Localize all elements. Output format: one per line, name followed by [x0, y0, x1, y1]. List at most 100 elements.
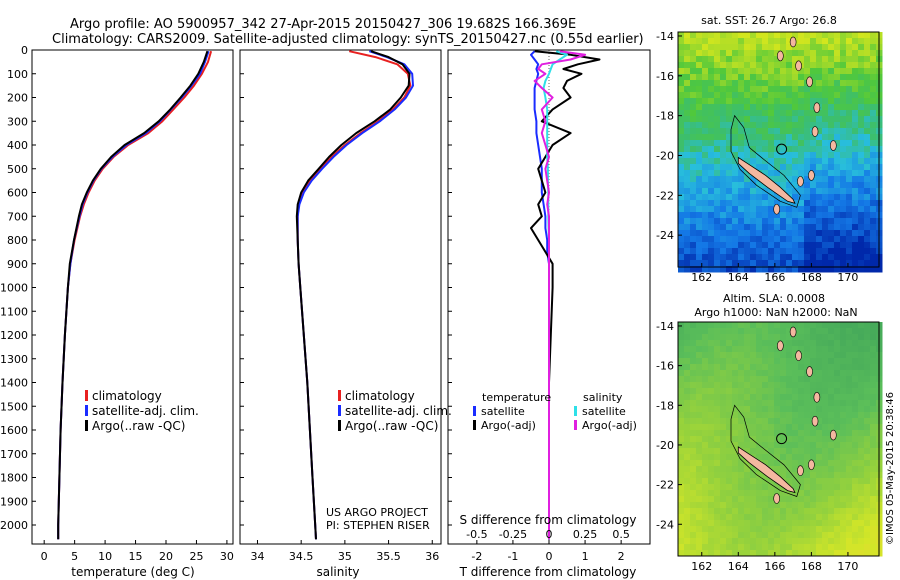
map-cell [732, 128, 739, 135]
map-cell [738, 146, 745, 153]
map-cell [738, 418, 745, 425]
map-cell [858, 146, 865, 153]
map-cell [726, 104, 733, 111]
map-cell [786, 266, 793, 273]
map-cell [858, 340, 865, 347]
map-cell [828, 550, 835, 557]
map-cell [678, 266, 685, 273]
map-cell [720, 508, 727, 515]
map-cell [792, 80, 799, 87]
map-cell [738, 496, 745, 503]
map-cell [846, 334, 853, 341]
map-cell [678, 340, 685, 347]
map-cell [786, 442, 793, 449]
map-cell [798, 514, 805, 521]
map-cell [864, 110, 871, 117]
map-cell [678, 538, 685, 545]
map-cell [804, 74, 811, 81]
map-cell [708, 56, 715, 63]
map-cell [678, 176, 685, 183]
map-cell [696, 194, 703, 201]
map-cell [840, 86, 847, 93]
map-cell [798, 370, 805, 377]
map-cell [810, 550, 817, 557]
map-cell [738, 364, 745, 371]
map-cell [828, 490, 835, 497]
map-cell [864, 532, 871, 539]
map-cell [684, 472, 691, 479]
map-cell [738, 32, 745, 39]
map-cell [786, 218, 793, 225]
map-cell [798, 322, 805, 329]
map-cell [768, 322, 775, 329]
map-cell [816, 32, 823, 39]
map-cell [708, 116, 715, 123]
map-cell [870, 266, 877, 273]
map-cell [750, 44, 757, 51]
map-cell [744, 110, 751, 117]
map-cell [696, 376, 703, 383]
map-cell [864, 44, 871, 51]
map-cell [744, 62, 751, 69]
map-cell [792, 424, 799, 431]
map-cell [816, 550, 823, 557]
map-cell [750, 98, 757, 105]
map-cell [858, 376, 865, 383]
map-cell [774, 68, 781, 75]
map-cell [774, 56, 781, 63]
map-cell [720, 448, 727, 455]
map-x-tick-label: 166 [764, 271, 785, 284]
map-cell [768, 370, 775, 377]
map-cell [690, 478, 697, 485]
map-cell [858, 478, 865, 485]
map-cell [678, 346, 685, 353]
map-cell [702, 532, 709, 539]
map-cell [756, 448, 763, 455]
map-cell [858, 460, 865, 467]
map-cell [864, 200, 871, 207]
map-cell [684, 182, 691, 189]
map-cell [786, 478, 793, 485]
map-cell [696, 158, 703, 165]
map-cell [768, 62, 775, 69]
map-cell [762, 98, 769, 105]
map-cell [852, 38, 859, 45]
map-x-tick-label: 170 [837, 271, 858, 284]
map-cell [786, 406, 793, 413]
map-cell [870, 514, 877, 521]
map-cell [732, 182, 739, 189]
map-cell [840, 340, 847, 347]
map-cell [846, 472, 853, 479]
map-cell [750, 134, 757, 141]
map-cell [750, 334, 757, 341]
map-cell [738, 68, 745, 75]
map-cell [834, 358, 841, 365]
map-cell [738, 370, 745, 377]
x-tick-label: 34.5 [289, 550, 314, 563]
map-cell [780, 388, 787, 395]
map-cell [684, 460, 691, 467]
legend-swatch-satellite [85, 405, 88, 416]
map-cell [852, 418, 859, 425]
map-cell [804, 266, 811, 273]
map-cell [786, 104, 793, 111]
map-cell [798, 388, 805, 395]
map-cell [684, 424, 691, 431]
map-cell [750, 364, 757, 371]
map-cell [816, 128, 823, 135]
map-cell [846, 466, 853, 473]
map-cell [792, 254, 799, 261]
map-cell [738, 86, 745, 93]
map-cell [786, 68, 793, 75]
map-cell [708, 146, 715, 153]
map-cell [828, 412, 835, 419]
map-cell [678, 116, 685, 123]
map-cell [792, 86, 799, 93]
map-cell [720, 364, 727, 371]
map-cell [870, 334, 877, 341]
map-cell [816, 358, 823, 365]
map-cell [768, 140, 775, 147]
map-cell [702, 430, 709, 437]
map-cell [858, 424, 865, 431]
map-cell [834, 110, 841, 117]
